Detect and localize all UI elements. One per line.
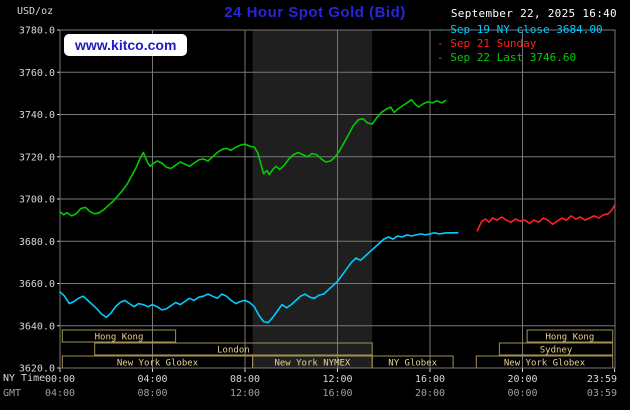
legend-item: - Sep 22 Last 3746.60 — [437, 51, 577, 64]
ny-time-axis-label: NY Time — [3, 373, 46, 384]
y-axis-tick-label: 3760.0 — [19, 68, 55, 79]
x-axis-ny-label: 08:00 — [230, 374, 260, 385]
session-label: Sydney — [540, 346, 573, 356]
x-axis-ny-label: 23:59 — [587, 374, 617, 385]
x-axis-gmt-label: 00:00 — [507, 388, 537, 399]
x-axis-gmt-label: 12:00 — [230, 388, 260, 399]
x-axis-ny-label: 20:00 — [507, 374, 537, 385]
x-axis-ny-label: 00:00 — [45, 374, 75, 385]
x-axis-gmt-label: 03:59 — [587, 388, 617, 399]
legend-item: - Sep 19 NY close 3684.00 — [437, 23, 603, 36]
x-axis-ny-label: 16:00 — [415, 374, 445, 385]
y-axis-tick-label: 3700.0 — [19, 195, 55, 206]
session-box — [61, 329, 177, 343]
y-axis-tick-label: 3660.0 — [19, 279, 55, 290]
session-label: Hong Kong — [95, 333, 144, 343]
y-axis-tick-label: 3780.0 — [19, 26, 55, 37]
y-axis-unit-label: USD/oz — [17, 6, 54, 17]
gmt-axis-label: GMT — [3, 388, 22, 399]
session-label: NY Globex — [388, 359, 437, 369]
x-axis-ny-label: 04:00 — [137, 374, 167, 385]
chart-legend: - Sep 19 NY close 3684.00- Sep 21 Sunday… — [437, 23, 603, 65]
y-axis-tick-label: 3720.0 — [19, 152, 55, 163]
session-box — [526, 329, 614, 343]
y-axis-tick-label: 3680.0 — [19, 237, 55, 248]
price-line-sep21-sunday — [476, 204, 616, 232]
plot-border — [59, 29, 616, 369]
x-axis-ny-label: 12:00 — [322, 374, 352, 385]
chart-title: 24 Hour Spot Gold (Bid) — [224, 4, 406, 21]
y-axis-tick-label: 3620.0 — [19, 364, 55, 375]
session-label: New York NYMEX — [274, 359, 350, 369]
session-label: New York Globex — [504, 359, 586, 369]
x-axis-gmt-label: 04:00 — [45, 388, 75, 399]
session-label: London — [217, 346, 250, 356]
chart-datetime: September 22, 2025 16:40 — [450, 7, 617, 20]
y-axis-tick-label: 3740.0 — [19, 110, 55, 121]
session-label: New York Globex — [117, 359, 199, 369]
x-axis-gmt-label: 16:00 — [322, 388, 352, 399]
session-box — [94, 342, 373, 356]
session-box — [498, 342, 614, 356]
x-axis-gmt-label: 08:00 — [137, 388, 167, 399]
y-axis-tick-label: 3640.0 — [19, 321, 55, 332]
kitco-watermark-link[interactable]: www.kitco.com — [64, 34, 188, 56]
price-line-sep22-last — [59, 98, 447, 217]
legend-item: - Sep 21 Sunday — [437, 37, 537, 50]
price-line-sep19-ny-close — [59, 232, 459, 324]
x-axis-gmt-label: 20:00 — [415, 388, 445, 399]
session-label: Hong Kong — [546, 333, 595, 343]
